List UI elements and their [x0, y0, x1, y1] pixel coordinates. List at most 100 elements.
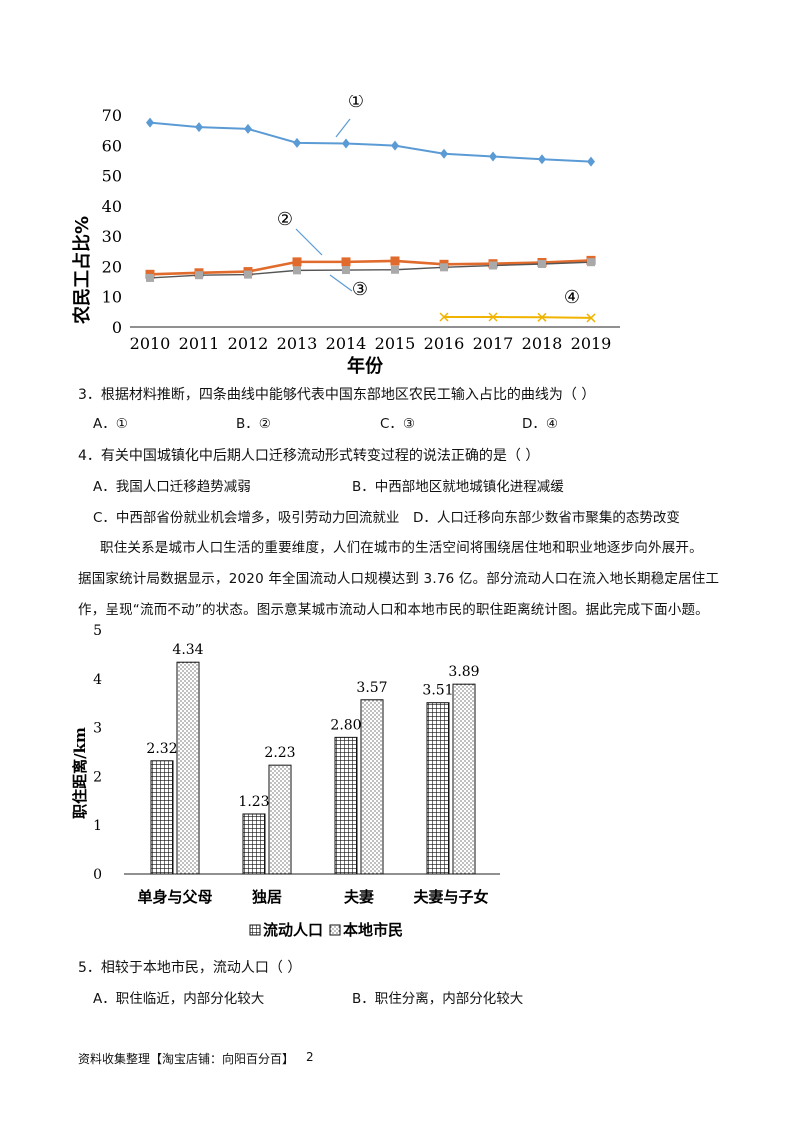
bar-y-tick-label: 5 — [93, 623, 102, 639]
bar-y-tick-label: 3 — [93, 721, 102, 737]
question-4-stem: 4．有关中国城镇化中后期人口迁移流动形式转变过程的说法正确的是（ ） — [78, 448, 540, 464]
y-axis-label: 农民工占比% — [71, 216, 93, 325]
series-line — [149, 261, 592, 279]
series-label: ② — [277, 209, 293, 230]
data-point — [292, 257, 302, 267]
x-tick-label: 2010 — [130, 334, 171, 353]
y-tick-label: 70 — [102, 106, 122, 125]
bar-value-label: 3.89 — [448, 664, 479, 680]
series-line — [444, 316, 592, 319]
bar-value-label: 1.23 — [238, 794, 269, 810]
bar-y-tick-label: 0 — [93, 867, 102, 883]
data-point — [195, 122, 203, 133]
data-point — [538, 260, 546, 269]
bar-y-axis-label: 职住距离/km — [71, 727, 89, 819]
data-point — [586, 313, 596, 323]
bar — [150, 760, 174, 875]
series-line — [149, 121, 592, 163]
x-tick-label: 2017 — [473, 334, 514, 353]
series-label: ① — [348, 95, 364, 112]
bar-value-label: 4.34 — [172, 642, 203, 658]
bar-value-label: 2.32 — [146, 741, 177, 757]
page-number: 2 — [306, 1050, 314, 1064]
legend-label: 流动人口 — [263, 921, 323, 939]
data-point — [537, 312, 547, 322]
x-tick-label: 2016 — [424, 334, 465, 353]
data-point — [439, 312, 449, 322]
bar — [242, 813, 266, 875]
bar-y-tick-label: 1 — [93, 818, 102, 834]
bar — [176, 661, 200, 875]
x-tick-label: 2019 — [571, 334, 612, 353]
bar-y-tick-label: 4 — [93, 672, 102, 688]
x-tick-label: 2018 — [522, 334, 563, 353]
q4-option-c: C．中西部省份就业机会增多，吸引劳动力回流就业 — [93, 510, 400, 526]
y-tick-label: 60 — [102, 136, 122, 155]
data-point — [244, 270, 252, 279]
data-point — [293, 266, 301, 275]
q3-option-d: D．④ — [522, 416, 558, 432]
data-point — [244, 123, 252, 134]
footer-source: 资料收集整理【淘宝店铺：向阳百分百】 — [78, 1052, 295, 1066]
data-point — [391, 140, 399, 151]
data-point — [440, 148, 448, 159]
legend-swatch — [329, 924, 341, 936]
legend-label: 本地市民 — [343, 921, 403, 939]
category-label: 独居 — [252, 888, 282, 906]
material-line-2: 据国家统计局数据显示，2020 年全国流动人口规模达到 3.76 亿。部分流动人… — [78, 571, 720, 587]
material-line-3: 作，呈现“流而不动”的状态。图示意某城市流动人口和本地市民的职住距离统计图。据此… — [78, 602, 709, 618]
series-line — [149, 259, 592, 276]
line-chart: 0 10 20 30 40 50 60 70 2010 2011 2012 2013 2014 2015… — [71, 95, 620, 377]
q4-option-a: A．我国人口迁移趋势减弱 — [93, 479, 251, 495]
callout-leader — [295, 228, 323, 256]
y-tick-label: 40 — [102, 197, 122, 216]
data-point — [390, 256, 400, 266]
y-tick-label: 0 — [112, 318, 122, 337]
data-point — [488, 312, 498, 322]
data-point — [195, 271, 203, 280]
data-point — [293, 137, 301, 148]
category-label: 单身与父母 — [137, 888, 212, 906]
legend-swatch — [249, 924, 261, 936]
q3-option-a: A．① — [93, 416, 128, 432]
q4-option-d: D．人口迁移向东部少数省市聚集的态势改变 — [413, 510, 680, 526]
bar-value-label: 3.57 — [356, 680, 387, 696]
data-point — [440, 263, 448, 272]
data-point — [587, 258, 595, 267]
bar — [268, 764, 292, 875]
callout-leader — [329, 274, 353, 292]
x-tick-label: 2011 — [179, 334, 220, 353]
data-point — [146, 117, 154, 128]
x-tick-label: 2012 — [228, 334, 269, 353]
category-label: 夫妻与子女 — [413, 888, 488, 906]
bar — [452, 683, 476, 875]
material-line-1: 职住关系是城市人口生活的重要维度，人们在城市的生活空间将围绕居住地和职业地逐步向… — [100, 540, 703, 556]
y-tick-label: 50 — [102, 167, 122, 186]
data-point — [587, 156, 595, 167]
q5-option-b: B．职住分离，内部分化较大 — [352, 991, 524, 1007]
series-label: ④ — [564, 287, 580, 308]
question-3-stem: 3．根据材料推断，四条曲线中能够代表中国东部地区农民工输入占比的曲线为（ ） — [78, 387, 596, 403]
q4-option-b: B．中西部地区就地城镇化进程减缓 — [352, 479, 564, 495]
y-tick-label: 10 — [102, 288, 122, 307]
data-point — [342, 138, 350, 149]
category-label: 夫妻 — [344, 888, 374, 906]
data-point — [538, 154, 546, 165]
x-axis-label: 年份 — [347, 355, 384, 377]
bar-value-label: 2.80 — [330, 717, 361, 733]
x-tick-label: 2013 — [277, 334, 318, 353]
bar-value-label: 2.23 — [264, 745, 295, 761]
callout-leader — [335, 118, 351, 138]
bar — [360, 699, 384, 875]
bar — [426, 702, 450, 875]
question-5-stem: 5．相较于本地市民，流动人口（ ） — [78, 960, 302, 976]
y-tick-label: 30 — [102, 227, 122, 246]
bar-y-tick-label: 2 — [93, 769, 102, 785]
data-point — [146, 273, 154, 282]
data-point — [391, 265, 399, 274]
y-tick-label: 20 — [102, 257, 122, 276]
q3-option-b: B．② — [236, 416, 271, 432]
data-point — [341, 257, 351, 267]
x-tick-label: 2014 — [326, 334, 367, 353]
